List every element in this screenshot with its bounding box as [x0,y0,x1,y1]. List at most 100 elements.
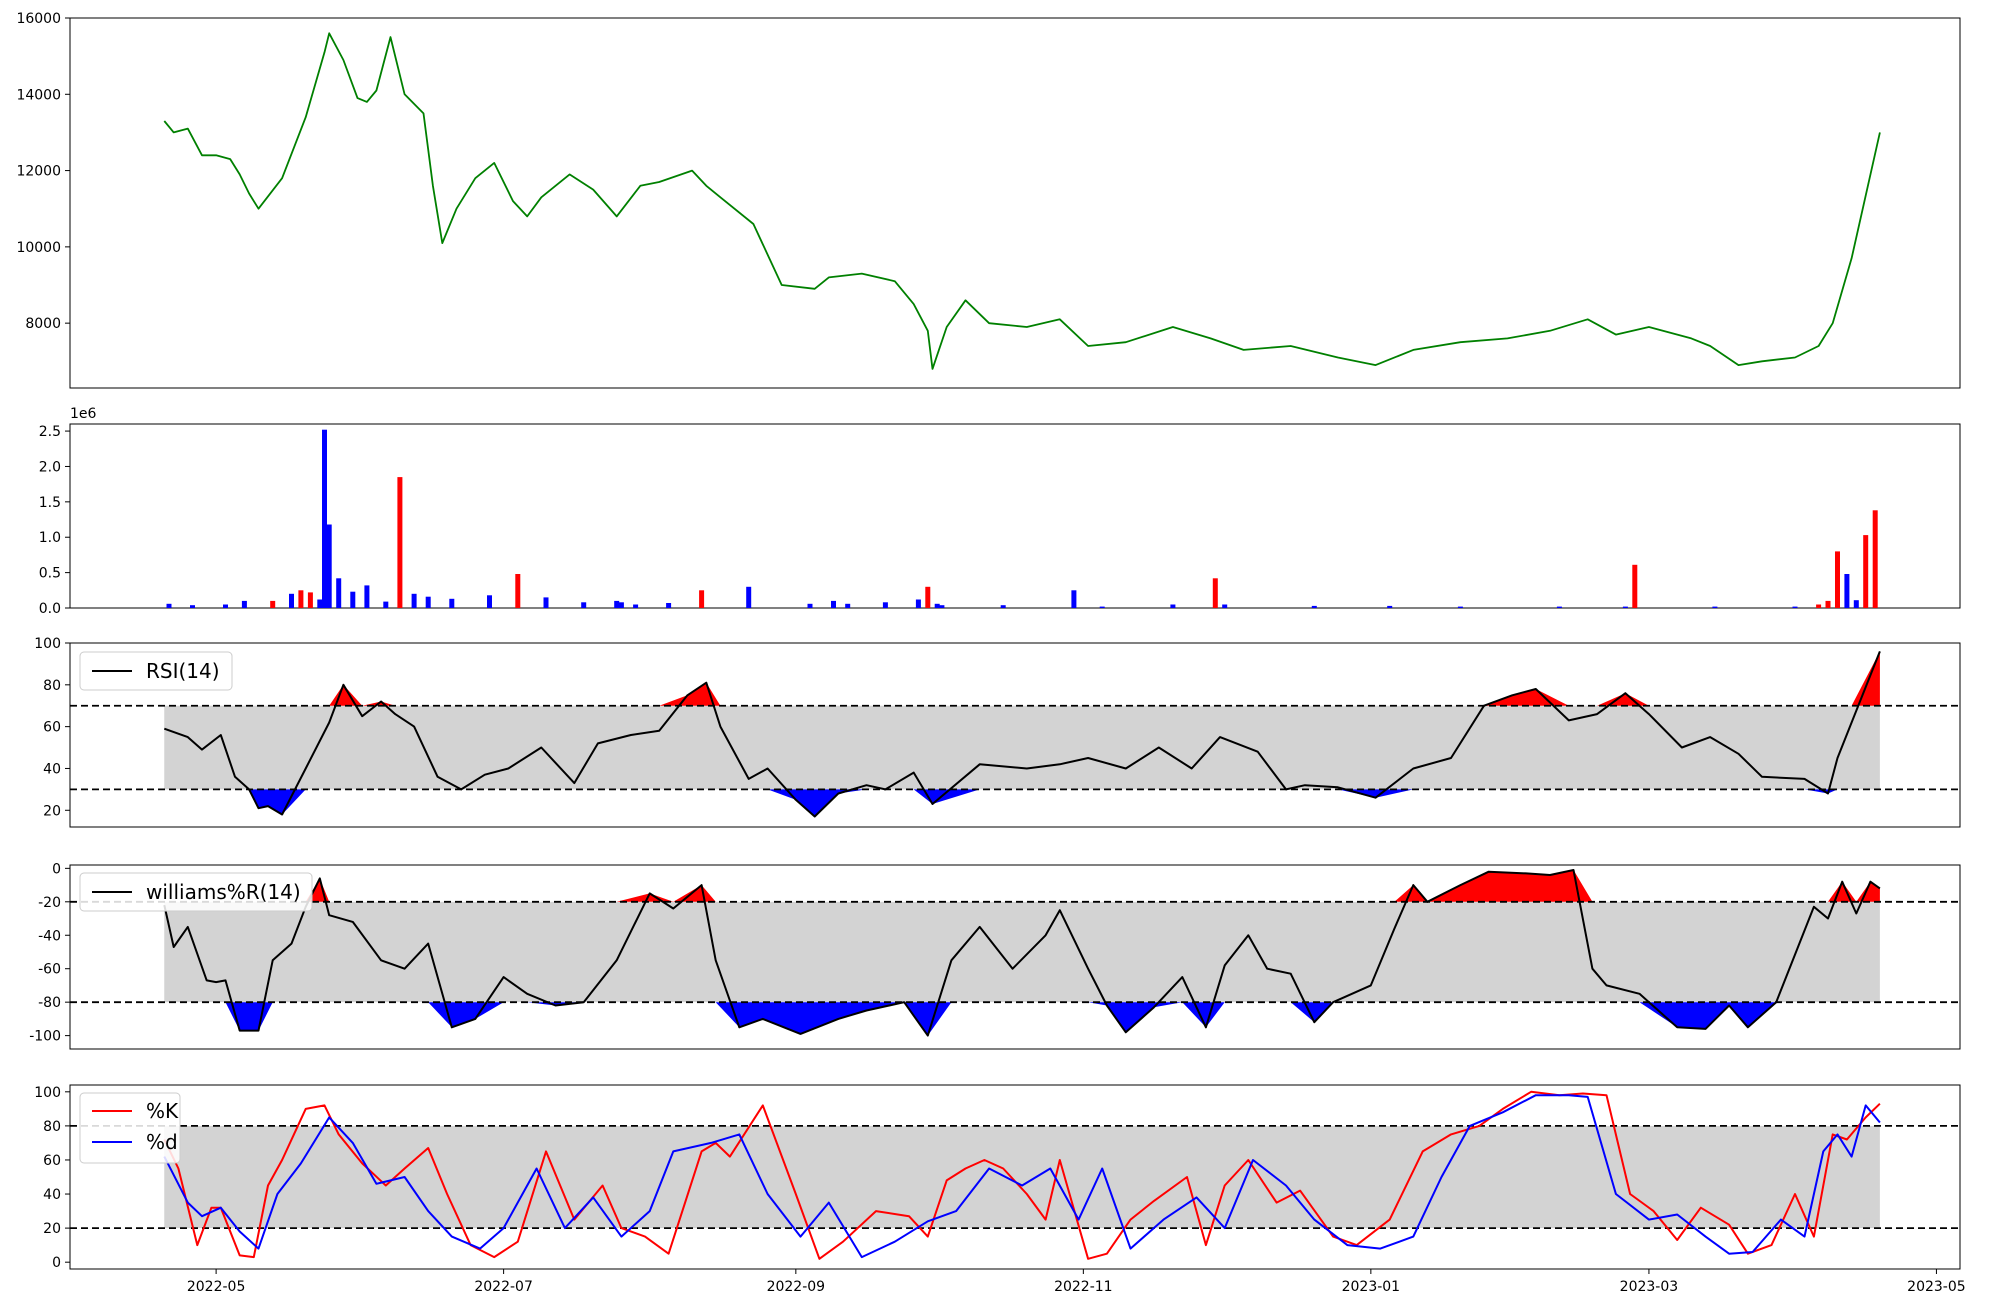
volume-bar [487,595,492,608]
williams-legend: williams%R(14) [79,872,313,912]
y-tick-label: 14000 [16,87,61,103]
price-y-axis: 8000 10000 12000 14000 16000 [16,11,70,332]
volume-bar [1792,606,1798,608]
y-tick-label: 0 [52,861,61,877]
oversold-fill [164,1002,1880,1036]
volume-bar [1816,604,1822,608]
x-tick-label: 2022-09 [767,1279,826,1295]
threshold-band [164,1125,1880,1229]
volume-plot [166,429,1878,608]
volume-bar [1222,604,1228,608]
volume-bar [449,598,455,608]
y-tick-label: 20 [43,1221,61,1237]
price-plot [163,32,1881,370]
volume-bar [425,596,431,608]
volume-bar [1835,551,1840,608]
volume-bar [1311,605,1317,608]
x-tick-label: 2023-05 [1907,1279,1966,1295]
y-tick-label: 10000 [16,240,61,256]
volume-panel: 1e6 0.0 0.5 1.0 1.5 2.0 2.5 [39,406,1961,617]
volume-bar [934,603,940,608]
y-tick-label: -20 [38,895,61,911]
volume-bar [882,602,888,608]
y-tick-label: 80 [43,1119,61,1135]
volume-bar [270,600,276,608]
volume-bar [1844,574,1850,608]
williams-legend-label: williams%R(14) [146,880,301,904]
volume-bar [223,604,228,608]
volume-bar [1099,606,1105,608]
y-tick-label: 16000 [16,11,61,27]
volume-bar [831,600,836,608]
y-tick-label: 60 [43,720,61,736]
volume-bar [289,593,294,608]
price-line [163,32,1881,370]
y-tick-label: 40 [43,1187,61,1203]
volume-bar [939,605,945,608]
y-tick-label: 1.5 [39,495,61,511]
oversold-fill [164,789,1880,817]
rsi-panel-frame [69,642,1961,828]
rsi-legend-label: RSI(14) [146,659,220,683]
overbought-fill [164,870,1880,902]
volume-bar [515,574,521,608]
y-tick-label: 2.0 [39,459,61,475]
volume-bar [807,603,813,608]
x-tick-label: 2023-01 [1342,1279,1401,1295]
volume-bar [383,601,389,608]
volume-bar [1872,510,1878,608]
volume-bar [1632,564,1638,608]
volume-y-axis: 0.0 0.5 1.0 1.5 2.0 2.5 [39,424,70,617]
volume-bar [543,597,549,608]
volume-bar [915,599,921,608]
volume-bar [925,586,931,608]
volume-bar [336,578,342,608]
y-tick-label: 1.0 [39,530,61,546]
volume-bar [618,602,624,608]
threshold-band [164,705,1880,790]
volume-bar [166,603,172,608]
volume-bar [350,591,356,608]
y-tick-label: 0.0 [39,601,61,617]
volume-bar [1170,604,1176,608]
volume-bar [581,602,587,608]
volume-bar [1556,606,1562,608]
williams-panel-frame [69,864,1961,1050]
volume-bar [1622,606,1628,608]
volume-bar [614,600,620,608]
volume-bar [307,592,313,608]
stochastic-panel: 0 20 40 60 80 100 %K %d 2022-05 2022-07 2022-09… [34,1084,1966,1295]
rsi-panel: 20 40 60 80 100 RSI(14) [34,636,1961,828]
volume-bar [397,477,403,608]
williams-line [163,869,1881,1037]
y-tick-label: 0.5 [39,566,61,582]
x-tick-label: 2022-07 [474,1279,533,1295]
x-tick-label: 2022-11 [1054,1279,1113,1295]
williams-y-axis: 0 -20 -40 -60 -80 -100 [29,861,70,1045]
volume-bar [699,590,705,608]
y-tick-label: 20 [43,803,61,819]
x-tick-label: 2023-03 [1620,1279,1679,1295]
volume-bar [1071,590,1077,608]
volume-bar [1457,606,1463,608]
rsi-line [163,651,1881,818]
volume-bar [241,600,247,608]
williams-plot [70,869,1960,1037]
price-panel-frame [69,17,1961,389]
volume-bar [298,590,304,608]
volume-bar [746,586,752,608]
rsi-legend-box [79,651,233,691]
y-tick-label: 60 [43,1153,61,1169]
y-tick-label: -100 [29,1029,61,1045]
volume-bar [633,604,639,608]
volume-panel-frame [69,423,1961,609]
volume-offset-label: 1e6 [70,406,97,422]
d-line [163,1094,1881,1259]
rsi-plot [70,651,1960,818]
volume-bar [1712,606,1718,608]
y-tick-label: 2.5 [39,424,61,440]
volume-bar [1212,578,1218,608]
overbought-fill [164,651,1880,706]
williams-panel: 0 -20 -40 -60 -80 -100 williams%R(14) [29,861,1961,1050]
